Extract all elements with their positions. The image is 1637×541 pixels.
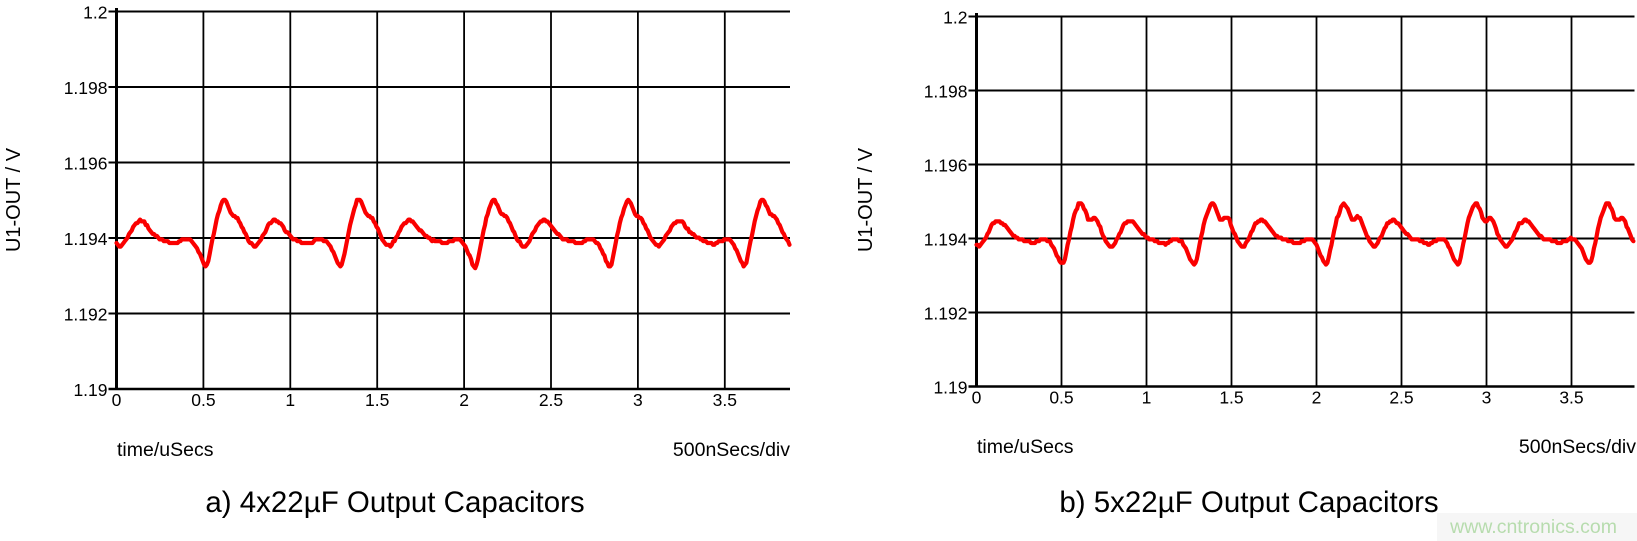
svg-text:1.19: 1.19 <box>73 380 107 400</box>
svg-text:U1-OUT / V: U1-OUT / V <box>3 147 25 252</box>
svg-text:1.5: 1.5 <box>365 390 389 410</box>
svg-text:0.5: 0.5 <box>191 390 215 410</box>
svg-text:1.196: 1.196 <box>64 154 108 174</box>
svg-text:time/uSecs: time/uSecs <box>117 439 214 461</box>
svg-text:1.192: 1.192 <box>64 305 108 325</box>
svg-text:0: 0 <box>972 388 982 408</box>
svg-text:1: 1 <box>285 390 295 410</box>
svg-text:time/uSecs: time/uSecs <box>977 436 1074 458</box>
svg-text:1.192: 1.192 <box>924 304 968 324</box>
svg-text:2: 2 <box>459 390 469 410</box>
svg-text:500nSecs/div: 500nSecs/div <box>1519 436 1636 458</box>
svg-text:2.5: 2.5 <box>539 390 563 410</box>
svg-text:1.198: 1.198 <box>64 78 108 98</box>
svg-text:U1-OUT / V: U1-OUT / V <box>855 147 877 252</box>
svg-text:1: 1 <box>1142 388 1152 408</box>
svg-text:2: 2 <box>1312 388 1322 408</box>
svg-text:a) 4x22µF Output Capacitors: a) 4x22µF Output Capacitors <box>205 486 584 519</box>
svg-text:0.5: 0.5 <box>1049 388 1073 408</box>
svg-text:b) 5x22µF Output Capacitors: b) 5x22µF Output Capacitors <box>1059 486 1438 519</box>
svg-text:0: 0 <box>112 390 122 410</box>
svg-text:3.5: 3.5 <box>1559 388 1583 408</box>
svg-text:www.cntronics.com: www.cntronics.com <box>1449 516 1617 538</box>
svg-text:1.2: 1.2 <box>943 8 967 28</box>
svg-text:1.19: 1.19 <box>933 378 967 398</box>
svg-text:1.198: 1.198 <box>924 82 968 102</box>
svg-text:3.5: 3.5 <box>713 390 737 410</box>
svg-text:1.194: 1.194 <box>924 230 968 250</box>
svg-text:3: 3 <box>1482 388 1492 408</box>
svg-text:1.5: 1.5 <box>1219 388 1243 408</box>
svg-text:1.2: 1.2 <box>83 3 107 23</box>
svg-text:1.196: 1.196 <box>924 156 968 176</box>
svg-text:2.5: 2.5 <box>1389 388 1413 408</box>
svg-text:3: 3 <box>633 390 643 410</box>
svg-text:500nSecs/div: 500nSecs/div <box>673 439 790 461</box>
svg-text:1.194: 1.194 <box>64 229 108 249</box>
